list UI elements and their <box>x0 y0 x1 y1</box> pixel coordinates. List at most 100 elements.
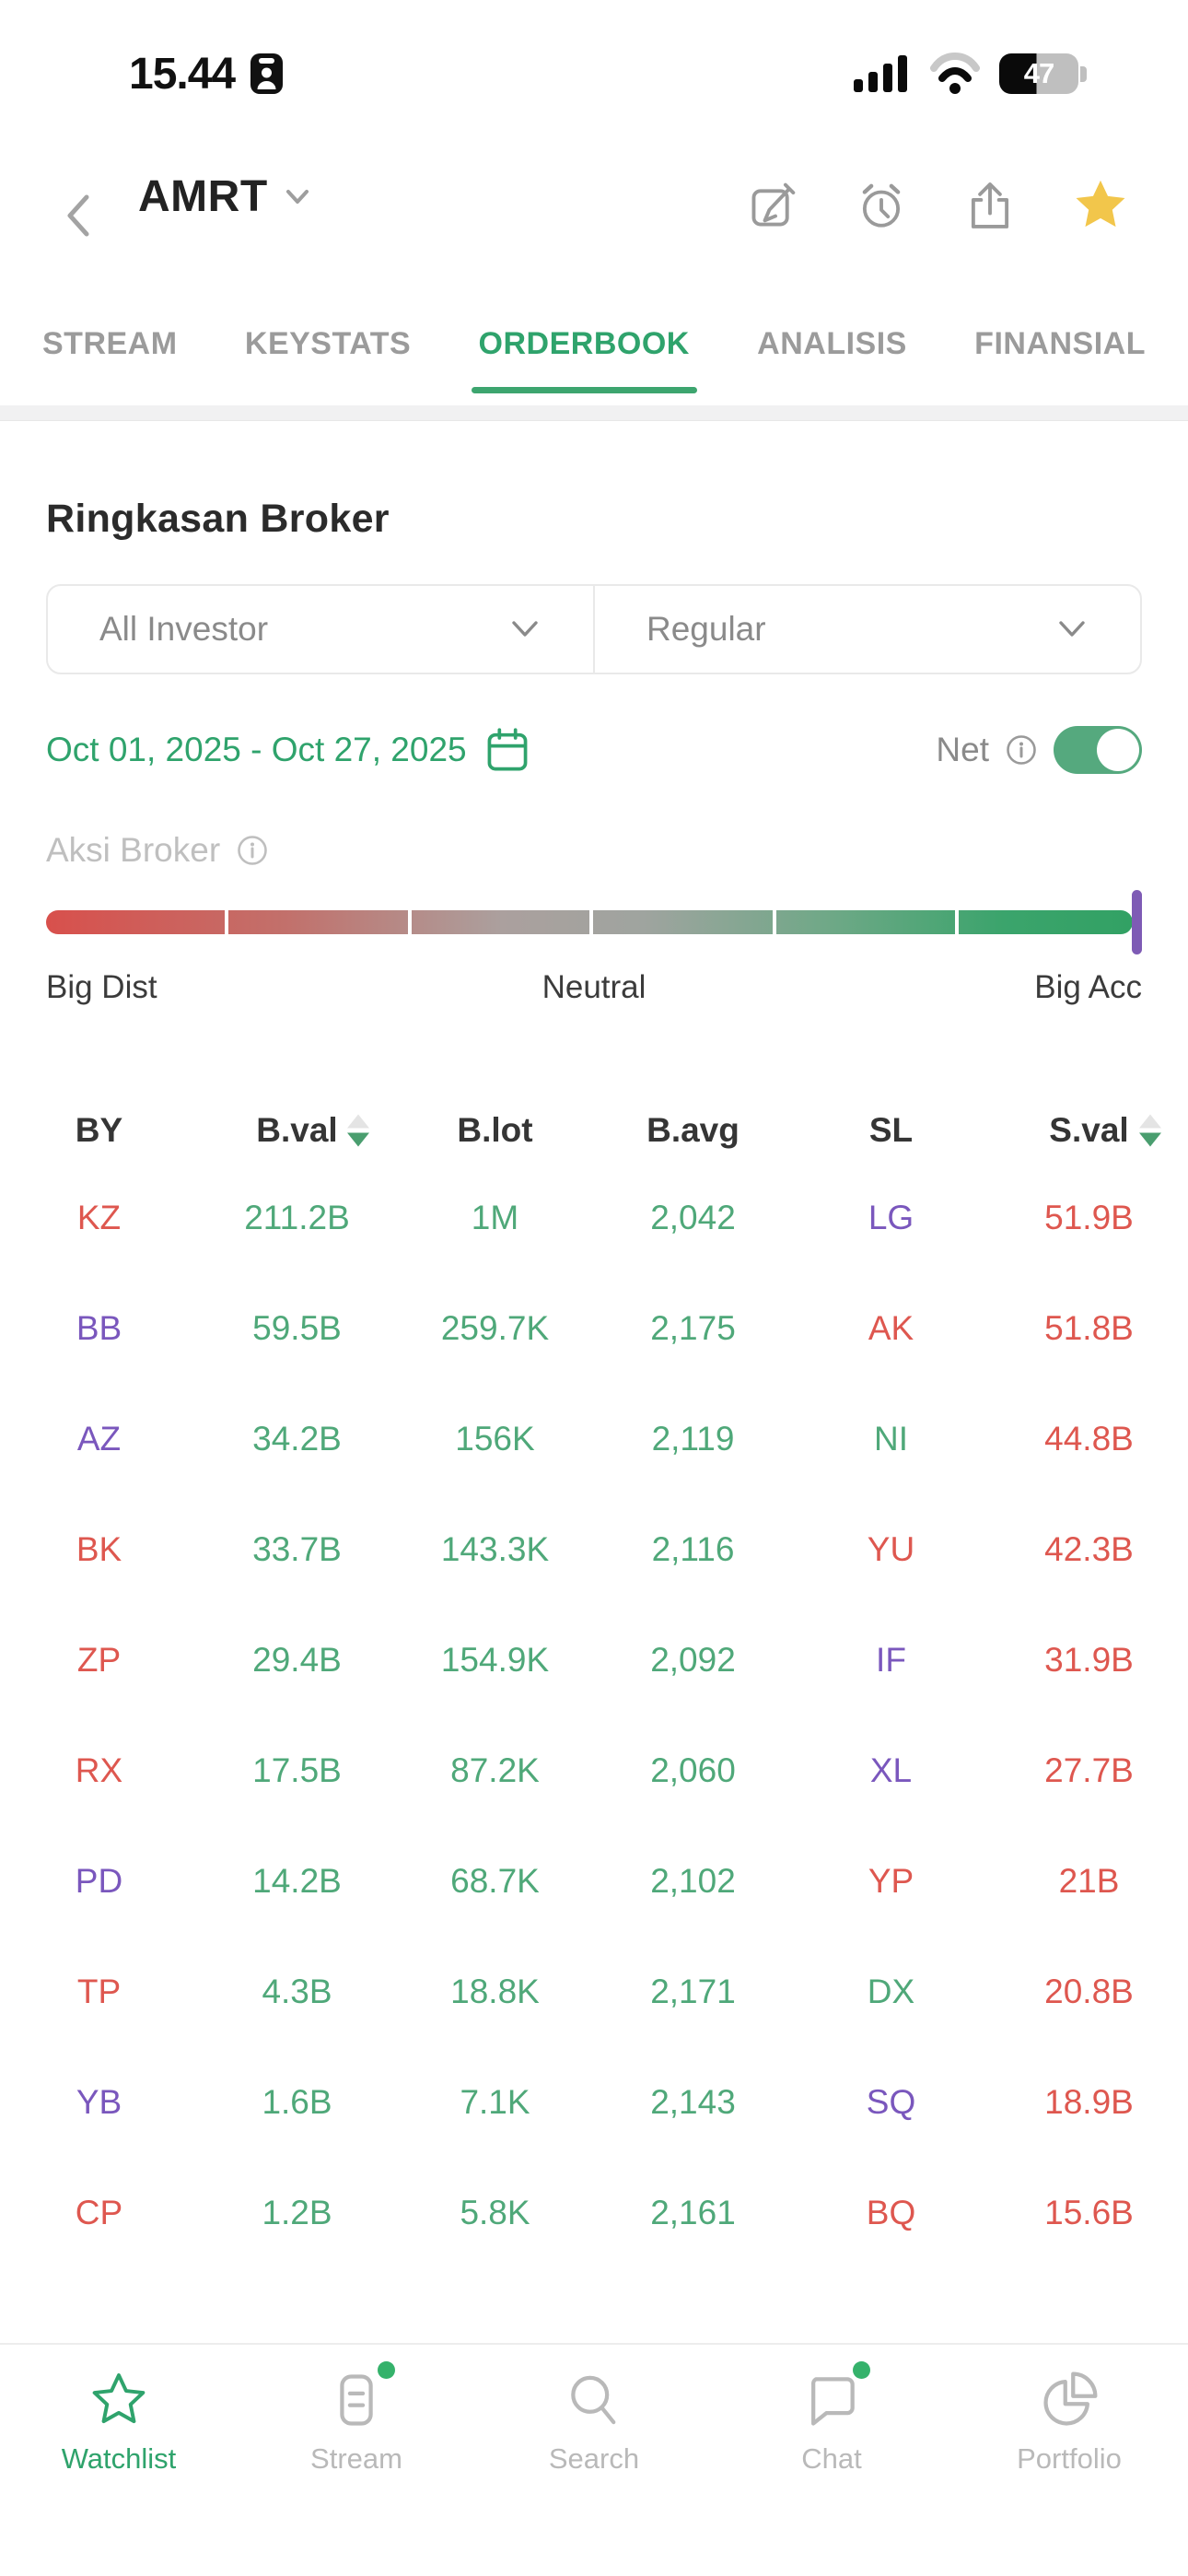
date-range-value: Oct 01, 2025 - Oct 27, 2025 <box>46 731 467 768</box>
seller-code: LG <box>868 1199 914 1236</box>
date-range-picker[interactable]: Oct 01, 2025 - Oct 27, 2025 <box>46 727 530 773</box>
page-section-title: Ringkasan Broker <box>46 497 390 541</box>
table-row[interactable]: RX 17.5B 87.2K 2,060 XL 27.7B <box>0 1715 1188 1826</box>
tab-stream[interactable]: STREAM <box>42 325 178 361</box>
table-row[interactable]: KZ 211.2B 1M 2,042 LG 51.9B <box>0 1163 1188 1273</box>
portfolio-pie-icon <box>1038 2369 1101 2431</box>
buy-lot: 154.9K <box>440 1641 550 1679</box>
nav-label: Portfolio <box>1017 2442 1122 2475</box>
sell-value: 20.8B <box>1044 1973 1134 2010</box>
col-header-sval[interactable]: S.val <box>990 1111 1188 1150</box>
battery-icon: 47 <box>999 53 1087 94</box>
sell-value: 31.9B <box>1044 1641 1134 1679</box>
seller-code: BQ <box>866 2194 916 2231</box>
nav-label: Search <box>548 2442 640 2475</box>
market-filter-dropdown[interactable]: Regular <box>595 586 1140 673</box>
buy-lot: 5.8K <box>460 2194 530 2231</box>
table-row[interactable]: ZP 29.4B 154.9K 2,092 IF 31.9B <box>0 1605 1188 1715</box>
seller-code: SQ <box>866 2083 916 2121</box>
buy-lot: 259.7K <box>440 1309 550 1347</box>
buy-value: 14.2B <box>252 1862 342 1900</box>
sort-icon <box>346 1114 369 1147</box>
table-row[interactable]: BK 33.7B 143.3K 2,116 YU 42.3B <box>0 1494 1188 1605</box>
scale-label-big-acc: Big Acc <box>1034 969 1142 1005</box>
market-filter-value: Regular <box>646 610 766 648</box>
net-toggle[interactable] <box>1054 726 1142 774</box>
col-header-sl: SL <box>868 1111 914 1149</box>
table-row[interactable]: PD 14.2B 68.7K 2,102 YP 21B <box>0 1826 1188 1937</box>
tab-keystats[interactable]: KEYSTATS <box>244 325 412 361</box>
buyer-code: YB <box>76 2083 122 2121</box>
sell-value: 51.9B <box>1044 1199 1134 1236</box>
chevron-down-icon <box>508 618 542 640</box>
symbol-selector[interactable]: AMRT <box>138 171 312 222</box>
nav-stream[interactable]: Stream <box>238 2345 475 2576</box>
section-divider <box>0 405 1188 421</box>
broker-action-gauge <box>46 890 1142 954</box>
investor-filter-dropdown[interactable]: All Investor <box>48 586 595 673</box>
buy-avg: 2,175 <box>650 1309 736 1347</box>
share-button[interactable] <box>963 179 1017 232</box>
seller-code: DX <box>867 1973 915 2010</box>
buy-value: 33.7B <box>252 1530 342 1568</box>
table-row[interactable]: TP 4.3B 18.8K 2,171 DX 20.8B <box>0 1937 1188 2047</box>
alarm-button[interactable] <box>855 179 908 232</box>
buy-lot: 7.1K <box>460 2083 530 2121</box>
back-button[interactable] <box>61 190 98 241</box>
nav-portfolio[interactable]: Portfolio <box>950 2345 1188 2576</box>
buy-lot: 1M <box>471 1199 519 1236</box>
nav-chat[interactable]: Chat <box>713 2345 950 2576</box>
buy-lot: 18.8K <box>450 1973 540 2010</box>
buy-lot: 156K <box>455 1420 535 1458</box>
battery-percent: 47 <box>1023 57 1054 89</box>
wifi-icon <box>927 53 983 95</box>
seller-code: IF <box>876 1641 906 1679</box>
buy-avg: 2,092 <box>650 1641 736 1679</box>
sell-value: 42.3B <box>1044 1530 1134 1568</box>
table-row[interactable]: CP 1.2B 5.8K 2,161 BQ 15.6B <box>0 2158 1188 2268</box>
table-row[interactable]: YB 1.6B 7.1K 2,143 SQ 18.9B <box>0 2047 1188 2158</box>
sell-value: 27.7B <box>1044 1751 1134 1789</box>
notification-dot <box>378 2361 395 2379</box>
buyer-code: KZ <box>76 1199 122 1236</box>
section-tabs: STREAM KEYSTATS ORDERBOOK ANALISIS FINAN… <box>0 293 1188 405</box>
info-icon[interactable] <box>237 835 268 866</box>
buy-value: 211.2B <box>244 1199 350 1236</box>
compose-button[interactable] <box>746 179 799 232</box>
buy-lot: 143.3K <box>440 1530 550 1568</box>
nav-search[interactable]: Search <box>475 2345 713 2576</box>
tab-finansial[interactable]: FINANSIAL <box>974 325 1146 361</box>
table-row[interactable]: AZ 34.2B 156K 2,119 NI 44.8B <box>0 1384 1188 1494</box>
chevron-down-icon <box>283 186 312 208</box>
buy-avg: 2,042 <box>650 1199 736 1236</box>
table-row[interactable]: BB 59.5B 259.7K 2,175 AK 51.8B <box>0 1273 1188 1384</box>
status-bar: 15.44 47 <box>129 37 1087 111</box>
nav-watchlist[interactable]: Watchlist <box>0 2345 238 2576</box>
watchlist-star-icon <box>87 2369 150 2431</box>
stream-icon <box>325 2361 395 2431</box>
investor-filter-value: All Investor <box>99 610 269 648</box>
info-icon[interactable] <box>1006 734 1037 766</box>
buy-avg: 2,116 <box>651 1530 735 1568</box>
buy-avg: 2,119 <box>651 1420 735 1458</box>
tab-orderbook[interactable]: ORDERBOOK <box>471 299 698 401</box>
nav-label: Watchlist <box>61 2442 177 2475</box>
calendar-icon <box>485 727 530 773</box>
buy-value: 4.3B <box>262 1973 332 2010</box>
scale-label-big-dist: Big Dist <box>46 969 157 1005</box>
favorite-star-icon[interactable] <box>1072 177 1129 234</box>
aksi-broker-label: Aksi Broker <box>46 831 221 869</box>
notification-dot <box>853 2361 870 2379</box>
buyer-code: ZP <box>76 1641 122 1679</box>
scale-label-neutral: Neutral <box>542 969 646 1005</box>
buyer-code: TP <box>76 1973 122 2010</box>
gauge-position-marker <box>1132 890 1142 954</box>
net-label: Net <box>936 731 989 768</box>
seller-code: NI <box>874 1420 908 1458</box>
buyer-code: RX <box>75 1751 123 1789</box>
tab-analisis[interactable]: ANALISIS <box>757 325 907 361</box>
buy-avg: 2,171 <box>650 1973 736 2010</box>
sell-value: 18.9B <box>1044 2083 1134 2121</box>
cellular-signal-icon <box>854 53 911 94</box>
col-header-bval[interactable]: B.val <box>198 1111 396 1150</box>
